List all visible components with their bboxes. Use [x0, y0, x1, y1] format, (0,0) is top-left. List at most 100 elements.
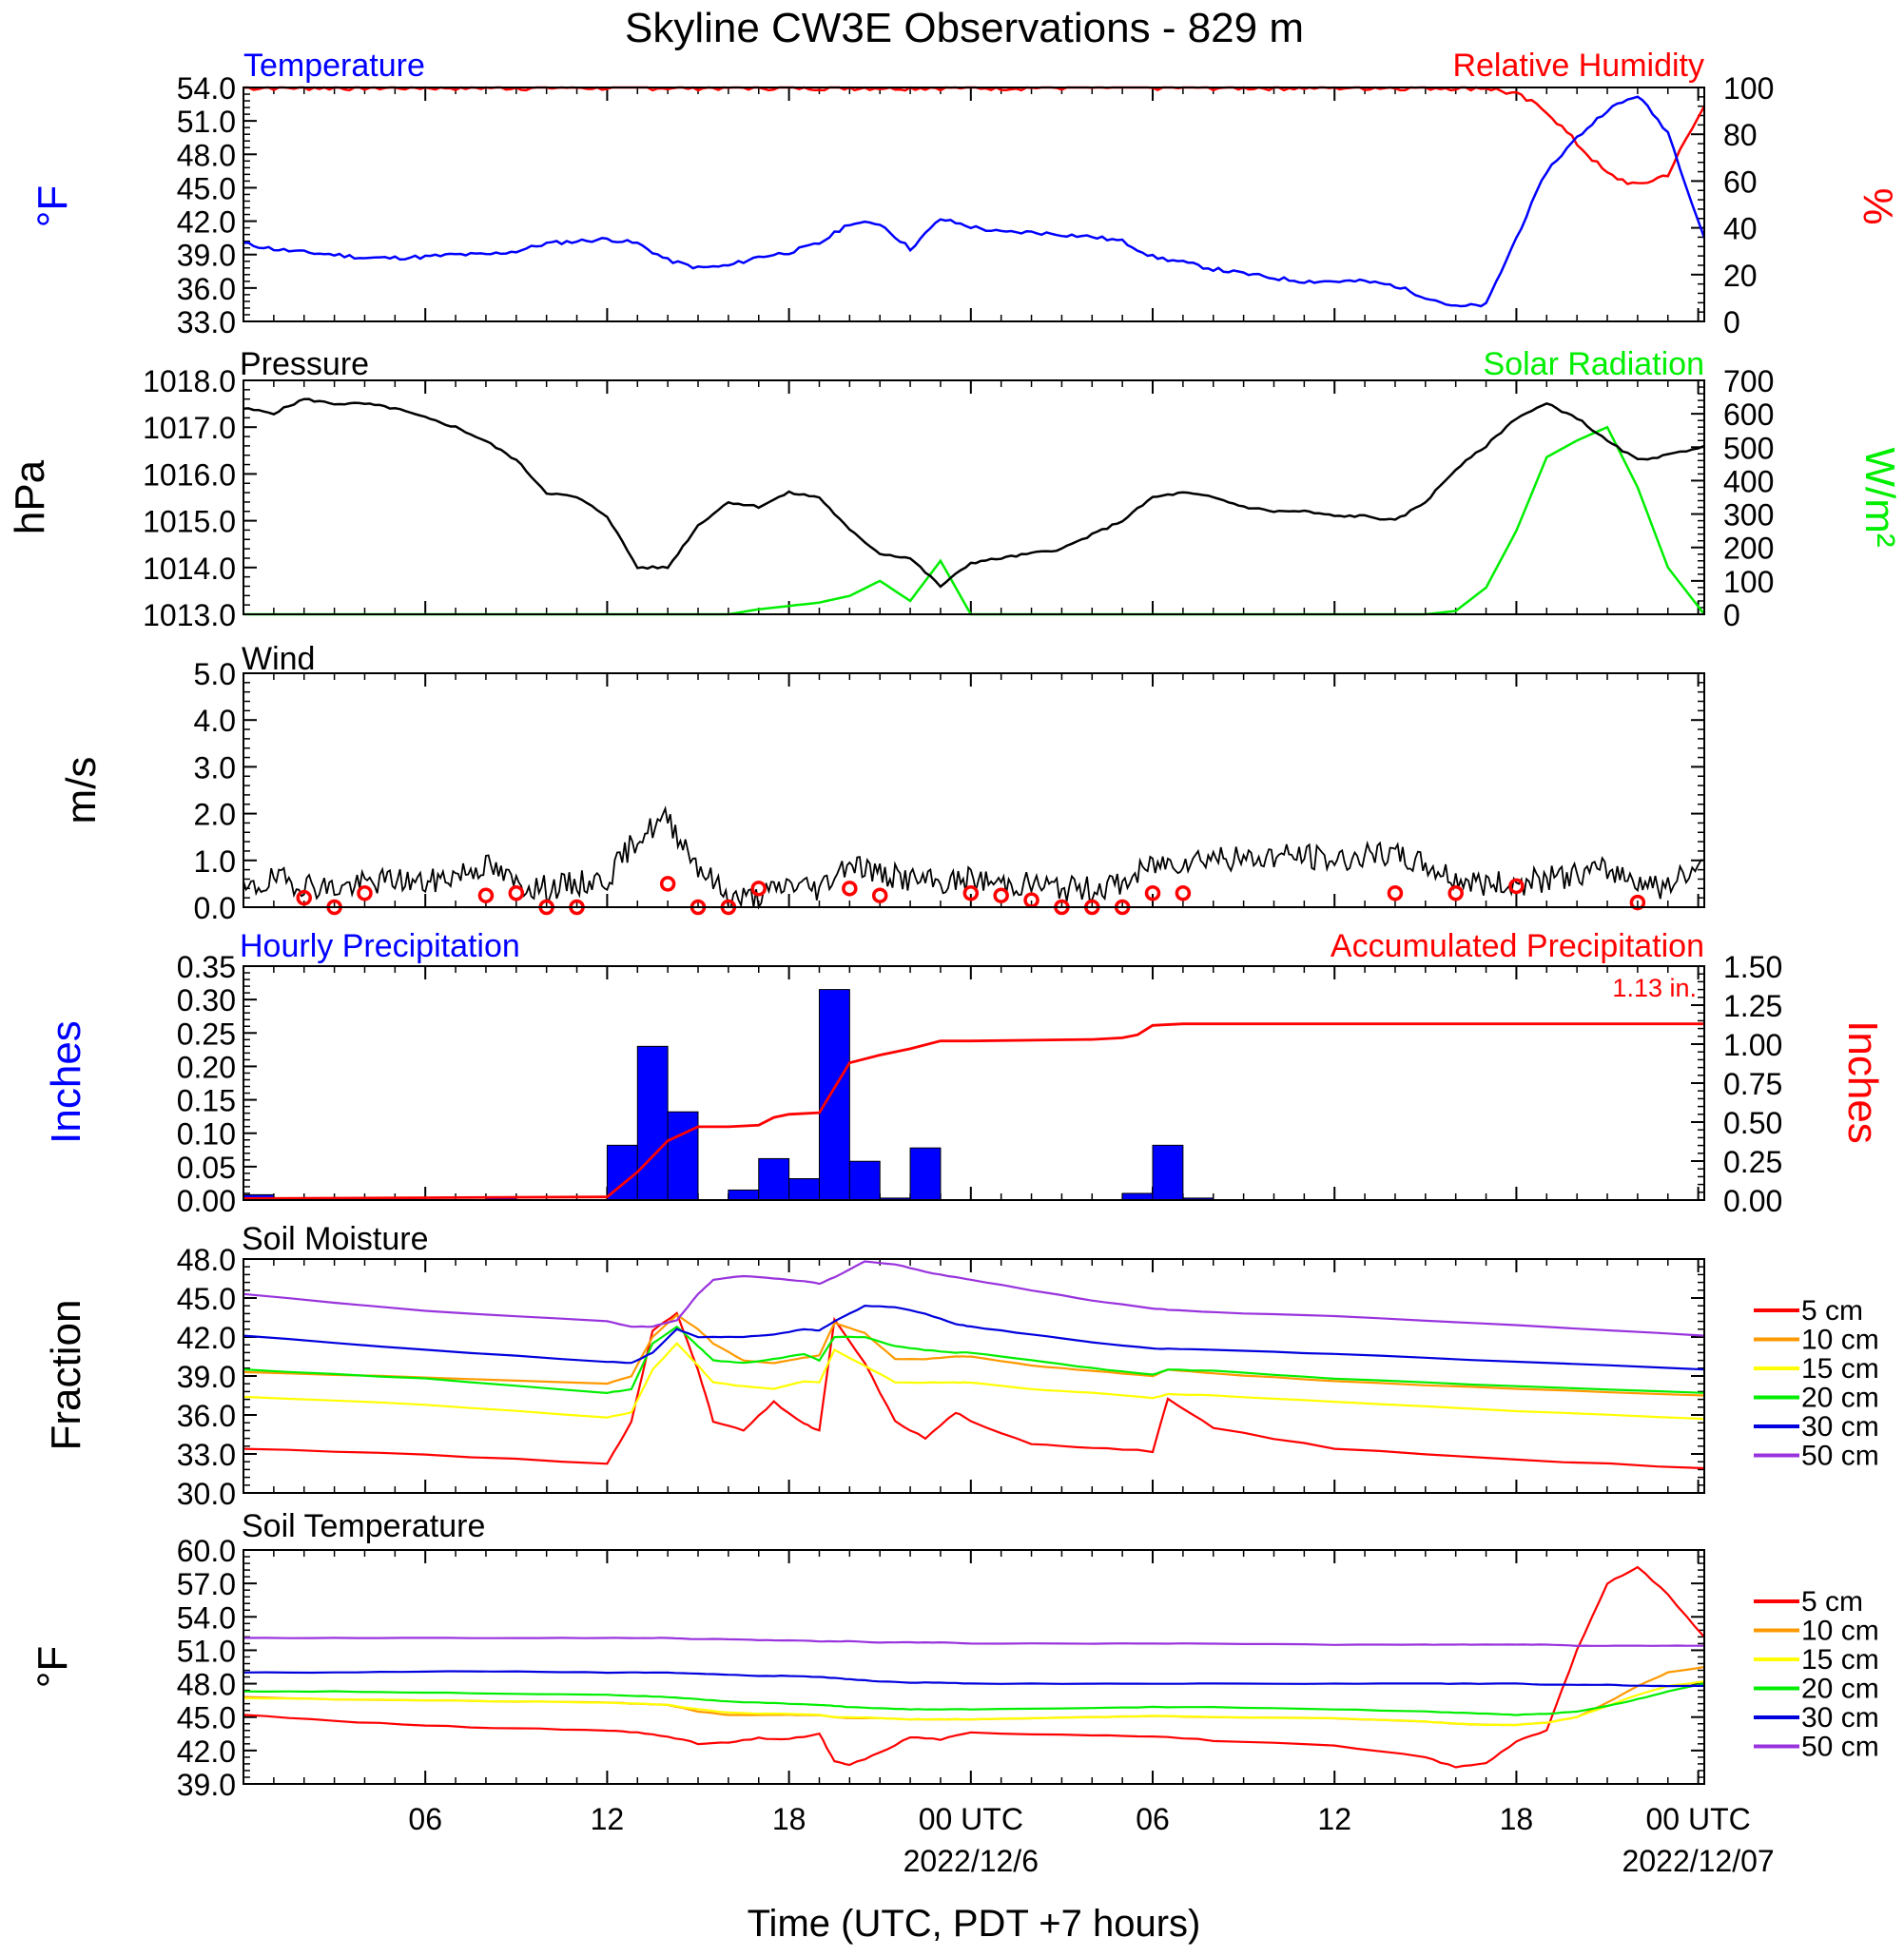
temp-rh-frame — [243, 87, 1705, 322]
left-tick-label: 54.0 — [177, 1600, 236, 1635]
right-tick-label: 0.75 — [1723, 1067, 1782, 1101]
left-tick-label: 0.30 — [177, 983, 236, 1017]
left-tick-label: 0.25 — [177, 1017, 236, 1051]
right-tick-label: 0.25 — [1723, 1145, 1782, 1179]
x-tick-label: 06 — [408, 1802, 442, 1836]
soil-moisture-lines — [243, 1260, 1705, 1470]
figure-title: Skyline CW3E Observations - 829 m — [625, 5, 1304, 51]
precip-bar — [818, 989, 850, 1201]
calm-wind-marker — [296, 889, 312, 906]
accum-precip-line — [243, 1022, 1704, 1200]
left-tick-label: 42.0 — [177, 1321, 236, 1355]
legend-label: 5 cm — [1801, 1295, 1863, 1327]
left-tick-label: 1015.0 — [143, 505, 236, 539]
panel-pressure-solar: Pressure Solar Radiation hPa W/m² 1013.0… — [7, 346, 1903, 632]
humidity-line — [243, 86, 1706, 185]
soil-temperature-frame — [243, 1549, 1705, 1785]
left-tick-label: 0.20 — [177, 1050, 236, 1084]
precip-bar — [606, 1144, 638, 1201]
calm-wind-marker — [1508, 878, 1525, 895]
left-tick-label: 51.0 — [177, 105, 236, 139]
wind-ylabel: m/s — [58, 757, 105, 824]
x-tick-label: 18 — [772, 1802, 806, 1836]
left-tick-label: 36.0 — [177, 1399, 236, 1433]
right-tick-label: 500 — [1723, 431, 1774, 465]
x-tick-label: 06 — [1136, 1802, 1170, 1836]
calm-wind-markers — [296, 876, 1646, 916]
legend-label: 50 cm — [1801, 1441, 1879, 1472]
right-tick-label: 0.50 — [1723, 1106, 1782, 1140]
legend-label: 10 cm — [1801, 1616, 1879, 1647]
left-tick-label: 5.0 — [194, 657, 236, 691]
soil-temperature-title: Soil Temperature — [242, 1508, 485, 1544]
legend-label: 15 cm — [1801, 1644, 1879, 1676]
x-tick-label: 12 — [591, 1802, 625, 1836]
precip-frame — [243, 965, 1705, 1201]
soil-moisture-ylabel: Fraction — [43, 1300, 89, 1451]
soil-temperature-lines — [243, 1565, 1705, 1769]
solar-title: Solar Radiation — [1484, 346, 1704, 382]
soil-series-line — [243, 1260, 1705, 1337]
pressure-solar-frame — [243, 379, 1705, 615]
legend-label: 10 cm — [1801, 1325, 1879, 1356]
left-tick-label: 1017.0 — [143, 411, 236, 445]
legend-label: 30 cm — [1801, 1702, 1879, 1734]
soil-series-line — [243, 1680, 1705, 1727]
left-tick-label: 51.0 — [177, 1634, 236, 1668]
calm-wind-marker — [750, 881, 767, 897]
left-tick-label: 36.0 — [177, 272, 236, 306]
soil-series-line — [243, 1304, 1705, 1371]
wind-speed-line — [243, 805, 1705, 910]
left-tick-label: 0.15 — [177, 1084, 236, 1118]
precip-bar — [728, 1189, 760, 1201]
left-tick-label: 39.0 — [177, 1768, 236, 1802]
left-tick-label: 0.35 — [177, 950, 236, 984]
precip-bar — [636, 1045, 669, 1201]
calm-wind-marker — [842, 881, 858, 897]
wind-title: Wind — [242, 641, 315, 677]
soil-series-line — [243, 1637, 1704, 1648]
calm-wind-marker — [1387, 884, 1404, 901]
calm-wind-marker — [871, 887, 888, 903]
right-tick-label: 0 — [1723, 598, 1740, 632]
right-tick-label: 100 — [1723, 565, 1774, 599]
calm-wind-marker — [508, 884, 525, 901]
right-tick-label: 0.00 — [1723, 1184, 1782, 1218]
temp-rh-ticks: 33.036.039.042.045.048.051.054.0 0 20 40 60 8… — [177, 71, 1775, 339]
soil-series-line — [243, 1342, 1705, 1421]
left-tick-label: 33.0 — [177, 1438, 236, 1472]
panel-temp-rh: Temperature Relative Humidity °F % 33.03… — [29, 48, 1901, 339]
left-tick-label: 45.0 — [177, 1701, 236, 1735]
right-tick-label: 100 — [1723, 71, 1774, 106]
legend-label: 20 cm — [1801, 1383, 1879, 1414]
calm-wind-marker — [993, 887, 1009, 903]
precip-bar — [788, 1178, 820, 1201]
right-tick-label: 700 — [1723, 364, 1774, 398]
left-tick-label: 1016.0 — [143, 457, 236, 492]
humidity-title: Relative Humidity — [1452, 48, 1704, 84]
left-tick-label: 39.0 — [177, 1360, 236, 1394]
soil-series-line — [243, 1565, 1705, 1769]
temperature-line — [243, 95, 1706, 308]
right-tick-label: 40 — [1723, 212, 1758, 246]
x-date-label: 2022/12/07 — [1622, 1844, 1775, 1878]
x-tick-label: 18 — [1500, 1802, 1534, 1836]
precip-bar — [848, 1160, 881, 1201]
hourly-precip-bars — [243, 989, 1214, 1201]
soil-moisture-frame — [243, 1258, 1705, 1494]
wind-ticks: 0.0 1.0 2.0 3.0 4.0 5.0 — [194, 657, 1704, 925]
legend-label: 20 cm — [1801, 1674, 1879, 1705]
soil-series-line — [243, 1325, 1705, 1395]
right-tick-label: 20 — [1723, 259, 1758, 293]
right-tick-label: 60 — [1723, 165, 1758, 199]
right-tick-label: 400 — [1723, 464, 1774, 498]
right-tick-label: 0 — [1723, 305, 1740, 339]
left-tick-label: 54.0 — [177, 71, 236, 106]
solar-line — [243, 425, 1705, 616]
time-axis-labels: 06 12 18 00 UTC 2022/12/6 06 12 18 00 UTC 2022/12… — [408, 1802, 1774, 1878]
calm-wind-marker — [1629, 894, 1646, 911]
pressure-solar-ticks: 1013.0 1014.0 1015.0 1016.0 1017.0 1018.0 0100… — [143, 364, 1774, 632]
left-tick-label: 0.00 — [177, 1184, 236, 1218]
